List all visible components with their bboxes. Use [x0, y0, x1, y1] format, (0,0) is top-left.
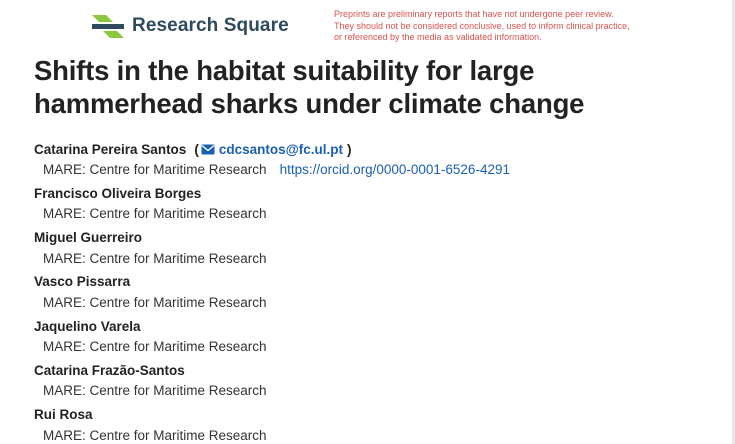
author-entry: Jaquelino Varela MARE: Centre for Mariti…	[34, 316, 714, 360]
author-email-link[interactable]: cdcsantos@fc.ul.pt	[218, 141, 344, 157]
preprint-disclaimer: Preprints are preliminary reports that h…	[334, 9, 664, 44]
disclaimer-line: Preprints are preliminary reports that h…	[334, 9, 614, 19]
logo-wordmark: Research Square	[132, 15, 289, 36]
author-name: Rui Rosa	[34, 407, 93, 423]
page-edge	[732, 0, 735, 444]
author-name: Miguel Guerreiro	[34, 230, 143, 246]
paren-close: )	[347, 141, 352, 157]
paren-open: (	[194, 141, 199, 157]
author-entry: Catarina Frazão-Santos MARE: Centre for …	[34, 360, 714, 404]
author-name: Jaquelino Varela	[34, 318, 141, 334]
orcid-link[interactable]: https://orcid.org/0000-0001-6526-4291	[279, 162, 510, 177]
author-entry: Rui Rosa MARE: Centre for Maritime Resea…	[34, 405, 714, 444]
author-name: Catarina Frazão-Santos	[34, 362, 185, 378]
author-affiliation: MARE: Centre for Maritime Research	[43, 206, 267, 222]
author-affiliation: MARE: Centre for Maritime Research	[43, 383, 267, 399]
author-entry: Miguel Guerreiro MARE: Centre for Mariti…	[34, 228, 714, 272]
research-square-logo[interactable]: Research Square	[90, 12, 289, 40]
author-name: Francisco Oliveira Borges	[34, 185, 202, 201]
author-email-group: ( cdcsantos@fc.ul.pt )	[194, 140, 351, 160]
author-list: Catarina Pereira Santos ( cdcsantos@fc.u…	[34, 139, 714, 444]
author-entry: Francisco Oliveira Borges MARE: Centre f…	[34, 183, 714, 227]
research-square-logo-mark-icon	[92, 15, 124, 38]
article-title: Shifts in the habitat suitability for la…	[34, 55, 585, 119]
author-name: Vasco Pissarra	[34, 274, 131, 290]
disclaimer-line: They should not be considered conclusive…	[334, 20, 630, 31]
site-header: Research Square Preprints are preliminar…	[0, 0, 735, 46]
author-name: Catarina Pereira Santos	[34, 141, 187, 157]
author-affiliation: MARE: Centre for Maritime Research	[43, 294, 267, 310]
author-affiliation: MARE: Centre for Maritime Research	[43, 162, 267, 177]
author-affiliation: MARE: Centre for Maritime Research	[43, 427, 267, 443]
author-entry: Vasco Pissarra MARE: Centre for Maritime…	[34, 272, 714, 316]
author-affiliation: MARE: Centre for Maritime Research	[43, 250, 267, 266]
envelope-icon	[201, 144, 215, 155]
disclaimer-line: or referenced by the media as validated …	[334, 32, 542, 42]
author-entry: Catarina Pereira Santos ( cdcsantos@fc.u…	[34, 139, 714, 183]
author-affiliation: MARE: Centre for Maritime Research	[43, 339, 267, 355]
